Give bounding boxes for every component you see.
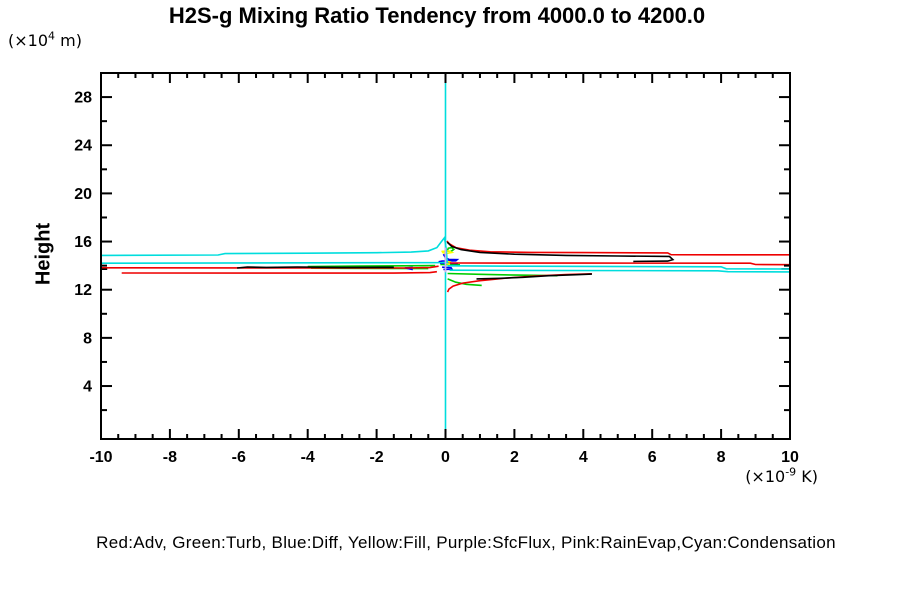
color-legend: Red:Adv, Green:Turb, Blue:Diff, Yellow:F… — [96, 533, 836, 552]
y-tick-label-20: 20 — [74, 186, 92, 203]
y-axis-unit-suffix: m) — [55, 31, 82, 50]
y-tick-label-16: 16 — [74, 234, 92, 251]
series-black-unlabeled — [237, 266, 394, 269]
x-axis-unit-suffix: K) — [796, 467, 818, 486]
x-tick-label-10: 10 — [781, 449, 799, 466]
series-Diff — [442, 266, 454, 271]
x-axis-unit-exponent: -9 — [785, 465, 797, 479]
series-black-unlabeled — [476, 273, 592, 280]
y-axis-unit-exponent: 4 — [48, 29, 56, 43]
x-tick-label-0: 0 — [441, 449, 450, 466]
series-Adv — [449, 262, 791, 266]
y-tick-label-4: 4 — [83, 379, 92, 396]
y-tick-label-24: 24 — [74, 138, 92, 155]
series-Adv — [121, 270, 438, 274]
x-axis-unit: (×10-9 K) — [700, 467, 818, 486]
x-tick-label-8: 8 — [717, 449, 726, 466]
series-Condensation — [449, 269, 791, 273]
series-Turb — [307, 264, 436, 268]
y-tick-label-28: 28 — [74, 90, 92, 107]
series-Condensation — [447, 265, 791, 270]
x-axis-unit-prefix: (×10 — [745, 467, 786, 486]
y-axis-unit: (×104 m) — [8, 31, 82, 50]
x-tick-label-2: 2 — [510, 449, 519, 466]
x-tick-label--8: -8 — [163, 449, 177, 466]
series-black-unlabeled — [446, 241, 675, 263]
series-Adv — [446, 273, 592, 293]
chart-title: H2S-g Mixing Ratio Tendency from 4000.0 … — [168, 3, 706, 28]
x-tick-label-6: 6 — [648, 449, 657, 466]
x-tick-label--4: -4 — [301, 449, 315, 466]
y-tick-label-8: 8 — [83, 330, 92, 347]
x-tick-label--2: -2 — [369, 449, 383, 466]
series-Diff — [438, 253, 460, 263]
y-tick-label-12: 12 — [74, 282, 92, 299]
series-Condensation — [100, 235, 449, 265]
x-tick-label--10: -10 — [89, 449, 112, 466]
x-tick-label--6: -6 — [232, 449, 246, 466]
x-tick-label-4: 4 — [579, 449, 588, 466]
y-axis-unit-prefix: (×10 — [8, 31, 49, 50]
